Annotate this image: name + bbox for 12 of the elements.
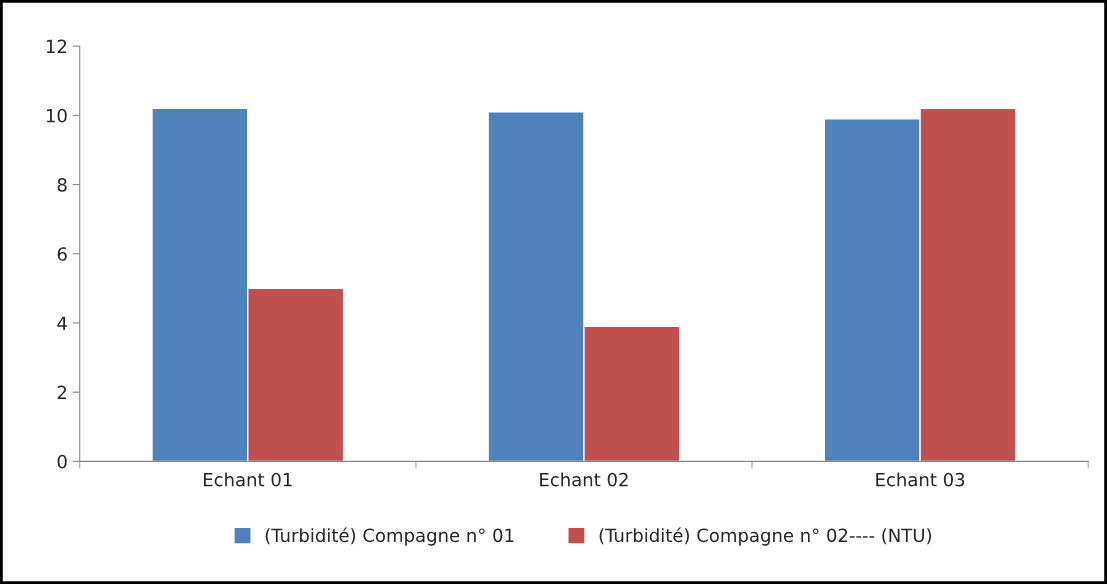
x-tick-label: Echant 03	[876, 472, 965, 487]
y-tick-label: 10	[46, 108, 67, 123]
y-tick-label: 4	[57, 316, 67, 330]
y-tick-label: 12	[46, 39, 67, 53]
y-tick-label: 6	[57, 247, 67, 261]
y-tick-label: 2	[57, 385, 67, 400]
y-tick-label: 0	[57, 454, 67, 469]
x-tick-label: Echant 02	[540, 472, 628, 487]
x-tick-label: Echant 01	[204, 472, 292, 487]
y-tick-label: 8	[57, 178, 67, 192]
legend-label: (Turbidité) Compagne n° 01	[265, 527, 514, 546]
legend-label: (Turbidité) Compagne n° 02---- (NTU)	[599, 527, 932, 546]
